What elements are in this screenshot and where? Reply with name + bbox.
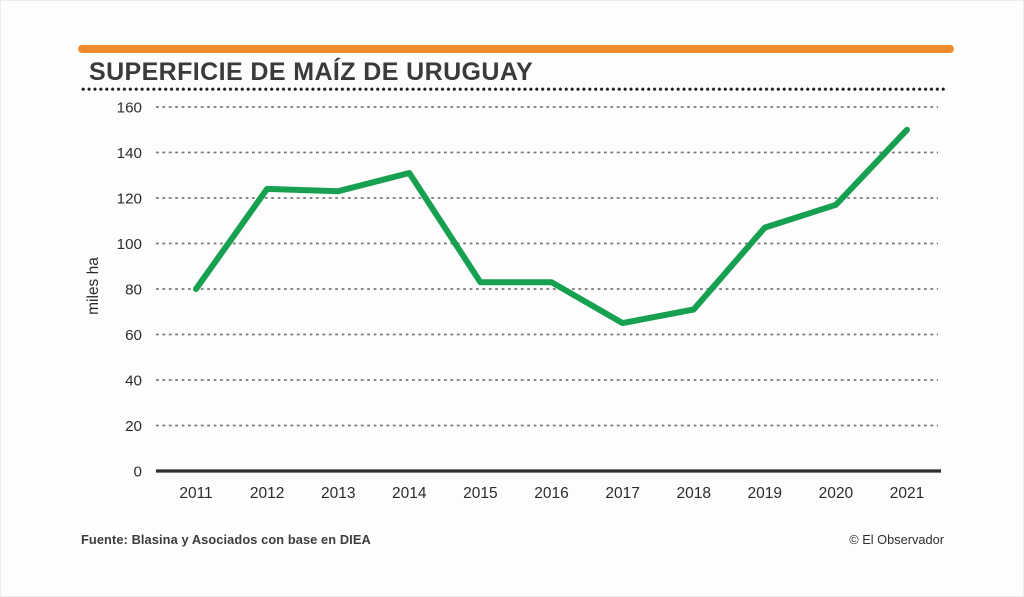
y-tick-label: 120 [117,191,142,208]
y-tick-label: 80 [125,282,142,299]
x-tick-label: 2011 [179,485,212,502]
y-tick-label: 100 [117,236,142,253]
source-attribution: Fuente: Blasina y Asociados con base en … [81,532,371,547]
x-tick-label: 2019 [748,485,782,502]
y-tick-label: 20 [125,418,142,435]
page-title: SUPERFICIE DE MAÍZ DE URUGUAY [89,58,534,86]
footer: Fuente: Blasina y Asociados con base en … [81,532,944,547]
copyright-credit: © El Observador [849,532,944,547]
y-tick-label: 0 [134,464,142,481]
title-dotted-divider [81,87,947,92]
x-tick-label: 2021 [890,485,924,502]
x-tick-label: 2014 [392,485,427,502]
x-tick-label: 2020 [819,485,854,502]
x-tick-label: 2012 [250,485,284,502]
accent-bar [78,45,954,53]
x-tick-label: 2013 [321,485,355,502]
x-tick-label: 2018 [676,485,710,502]
data-series-line [193,126,910,327]
y-tick-label: 60 [125,327,142,344]
y-tick-label: 140 [117,145,142,162]
y-axis-title: miles ha [85,257,102,315]
x-tick-label: 2016 [534,485,568,502]
y-tick-label: 160 [117,100,142,117]
y-tick-label: 40 [125,373,142,390]
x-tick-label: 2015 [463,485,497,502]
x-tick-label: 2017 [605,485,639,502]
